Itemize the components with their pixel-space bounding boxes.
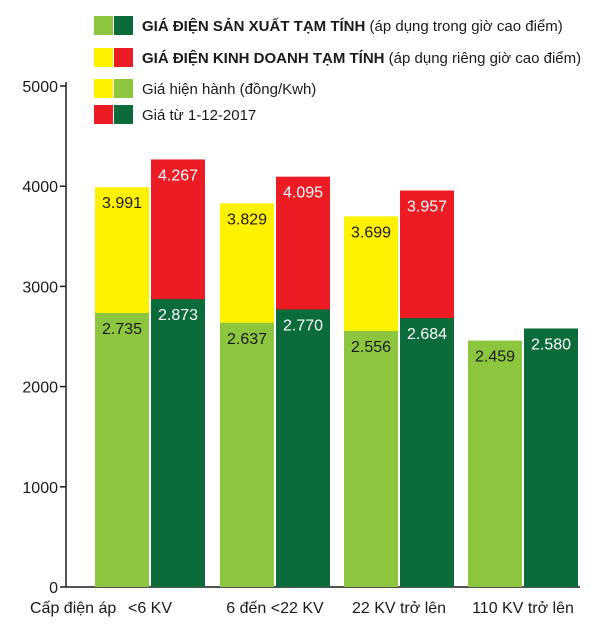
bar-production-current: [95, 312, 149, 587]
value-labels: 3.991 4.267 2.735 2.873 3.829 4.095 2.637 2.770…: [102, 167, 571, 365]
y-tick-label: 2000: [22, 380, 58, 397]
bar-production-current: [344, 330, 398, 587]
legend-item: Giá hiện hành (đồng/Kwh): [94, 79, 316, 98]
x-category-label: 6 đến <22 KV: [226, 600, 324, 617]
value-label-business-new: 4.095: [283, 185, 323, 202]
bar-production-new: [276, 309, 330, 587]
bar-production-new: [524, 328, 578, 587]
legend-label: GIÁ ĐIỆN KINH DOANH TẠM TÍNH (áp dụng ri…: [142, 49, 581, 67]
value-label-production-new: 2.580: [531, 336, 571, 353]
value-label-production-current: 2.459: [475, 349, 515, 366]
y-tick-label: 4000: [22, 179, 58, 196]
value-label-production-new: 2.684: [407, 326, 447, 343]
legend-label: GIÁ ĐIỆN SẢN XUẤT TẠM TÍNH (áp dụng tron…: [142, 17, 563, 35]
value-label-production-current: 2.556: [351, 339, 391, 356]
bar-production-new: [400, 318, 454, 587]
bar-production-current: [220, 322, 274, 587]
legend-item: Giá từ 1-12-2017: [94, 105, 256, 124]
legend-swatch: [114, 16, 133, 35]
legend-swatch: [94, 16, 113, 35]
x-axis: Cấp điện áp <6 KV 6 đến <22 KV 22 KV trở lê…: [30, 600, 574, 617]
value-label-business-current: 3.991: [102, 195, 142, 212]
legend: GIÁ ĐIỆN SẢN XUẤT TẠM TÍNH (áp dụng tron…: [94, 16, 581, 124]
legend-swatch: [114, 105, 133, 124]
x-category-label: 22 KV trở lên: [352, 600, 446, 617]
bar-production-new: [151, 299, 205, 587]
legend-item: GIÁ ĐIỆN SẢN XUẤT TẠM TÍNH (áp dụng tron…: [94, 16, 563, 35]
value-label-production-current: 2.637: [227, 331, 267, 348]
bar-production-current: [468, 340, 522, 587]
legend-label: Giá hiện hành (đồng/Kwh): [142, 81, 316, 98]
y-axis: 0 1000 2000 3000 4000 5000: [22, 79, 580, 597]
bars: [95, 159, 578, 587]
legend-item: GIÁ ĐIỆN KINH DOANH TẠM TÍNH (áp dụng ri…: [94, 48, 581, 67]
value-label-business-current: 3.699: [351, 224, 391, 241]
value-label-production-new: 2.770: [283, 317, 323, 334]
y-tick-label: 1000: [22, 480, 58, 497]
legend-label: Giá từ 1-12-2017: [142, 107, 256, 124]
legend-swatch: [94, 105, 113, 124]
value-label-production-new: 2.873: [158, 307, 198, 324]
value-label-production-current: 2.735: [102, 321, 142, 338]
y-tick-label: 3000: [22, 279, 58, 296]
legend-swatch: [114, 79, 133, 98]
x-category-label: <6 KV: [128, 600, 172, 617]
y-tick-label: 5000: [22, 79, 58, 96]
y-tick-label: 0: [49, 580, 58, 597]
legend-swatch: [94, 79, 113, 98]
legend-swatch: [114, 48, 133, 67]
value-label-business-current: 3.829: [227, 211, 267, 228]
x-axis-title: Cấp điện áp: [30, 600, 116, 617]
x-category-label: 110 KV trở lên: [472, 600, 574, 617]
legend-swatch: [94, 48, 113, 67]
value-label-business-new: 4.267: [158, 167, 198, 184]
value-label-business-new: 3.957: [407, 199, 447, 216]
